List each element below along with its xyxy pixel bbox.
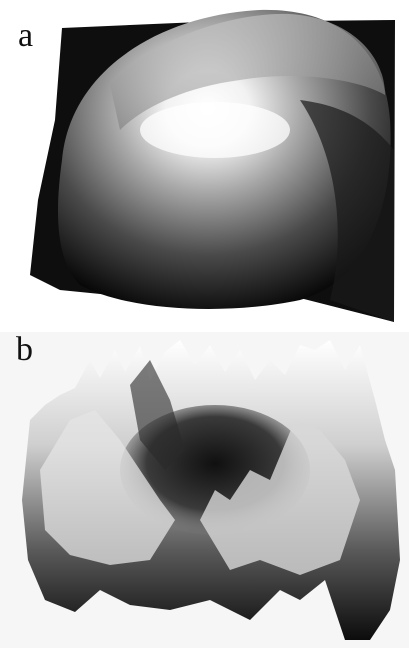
panel-b: b — [0, 331, 409, 648]
figure: a b — [0, 0, 409, 648]
panel-label: b — [16, 331, 33, 368]
highlight — [140, 102, 290, 158]
panel-label: a — [18, 17, 33, 54]
panel-a: a — [0, 0, 409, 330]
